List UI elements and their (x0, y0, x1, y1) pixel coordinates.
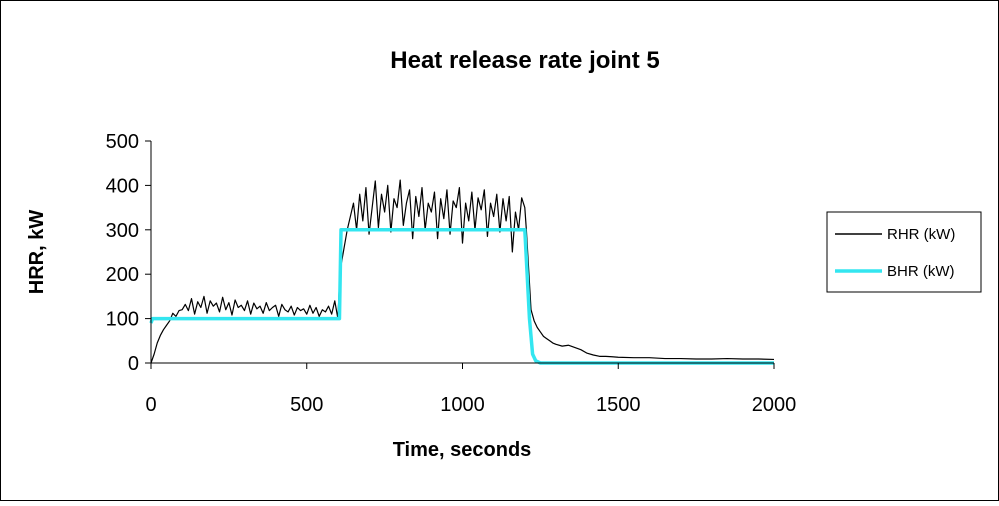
x-tick-label: 0 (145, 394, 156, 416)
x-tick-label: 500 (290, 394, 323, 416)
axes: 0 100 200 300 400 500 0 500 1000 1500 2000 (106, 131, 797, 416)
y-axis-label: HRR, kW (26, 210, 48, 295)
series-line-rhr (150, 179, 775, 364)
x-tick-label: 1000 (440, 394, 485, 416)
y-tick-label: 400 (106, 175, 139, 197)
legend: RHR (kW) BHR (kW) (826, 211, 982, 293)
legend-label-bhr: BHR (kW) (887, 263, 955, 280)
series-line-bhr (149, 228, 774, 365)
y-tick-label: 500 (106, 131, 139, 153)
legend-label-rhr: RHR (kW) (887, 226, 955, 243)
plot-area (149, 179, 775, 365)
legend-box (826, 211, 982, 293)
y-tick-label: 300 (106, 220, 139, 242)
y-tick-label: 0 (128, 353, 139, 375)
x-tick-label: 2000 (752, 394, 797, 416)
y-tick-label: 200 (106, 264, 139, 286)
x-tick-label: 1500 (596, 394, 641, 416)
x-axis-label: Time, seconds (393, 439, 532, 461)
y-tick-label: 100 (106, 309, 139, 331)
chart-title: Heat release rate joint 5 (390, 47, 659, 74)
